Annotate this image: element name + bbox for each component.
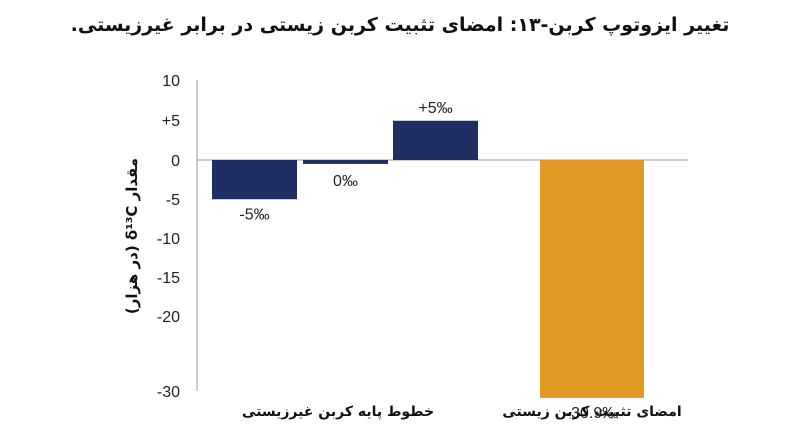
y-tick-label: -30 [157,384,180,401]
bar [303,160,388,164]
y-tick-label: +5 [162,113,180,130]
y-tick-label: -10 [157,231,180,248]
bar [393,120,478,160]
y-tick-label: -20 [157,309,180,326]
y-tick-label: 10 [162,73,180,90]
bars [212,120,644,398]
chart-title: تغییر ایزوتوپ کربن-۱۳: امضای تثبیت کربن … [70,14,730,36]
y-tick-labels: 10 +5 0 -5 -10 -15 -20 -30 [157,73,180,401]
bar-data-label: +5‰ [418,100,452,117]
y-axis-title: مقدار δ¹³C (در هزار) [123,158,141,314]
category-label: امضای تثبیت کربن زیستی [502,404,681,420]
category-label: خطوط پایه کربن غیرزیستی [242,404,434,420]
category-labels: خطوط پایه کربن غیرزیستی امضای تثبیت کربن … [242,404,682,420]
bar-data-label: 0‰ [333,173,358,190]
y-tick-label: -5 [166,192,180,209]
bar-data-label: -30.9‰ [566,405,618,422]
bar-data-label: -5‰ [239,206,269,223]
y-tick-label: -15 [157,270,180,287]
bar [540,160,644,398]
bar [212,160,297,200]
y-tick-label: 0 [171,153,180,170]
bar-data-labels: -5‰ 0‰ +5‰ -30.9‰ [239,100,618,422]
